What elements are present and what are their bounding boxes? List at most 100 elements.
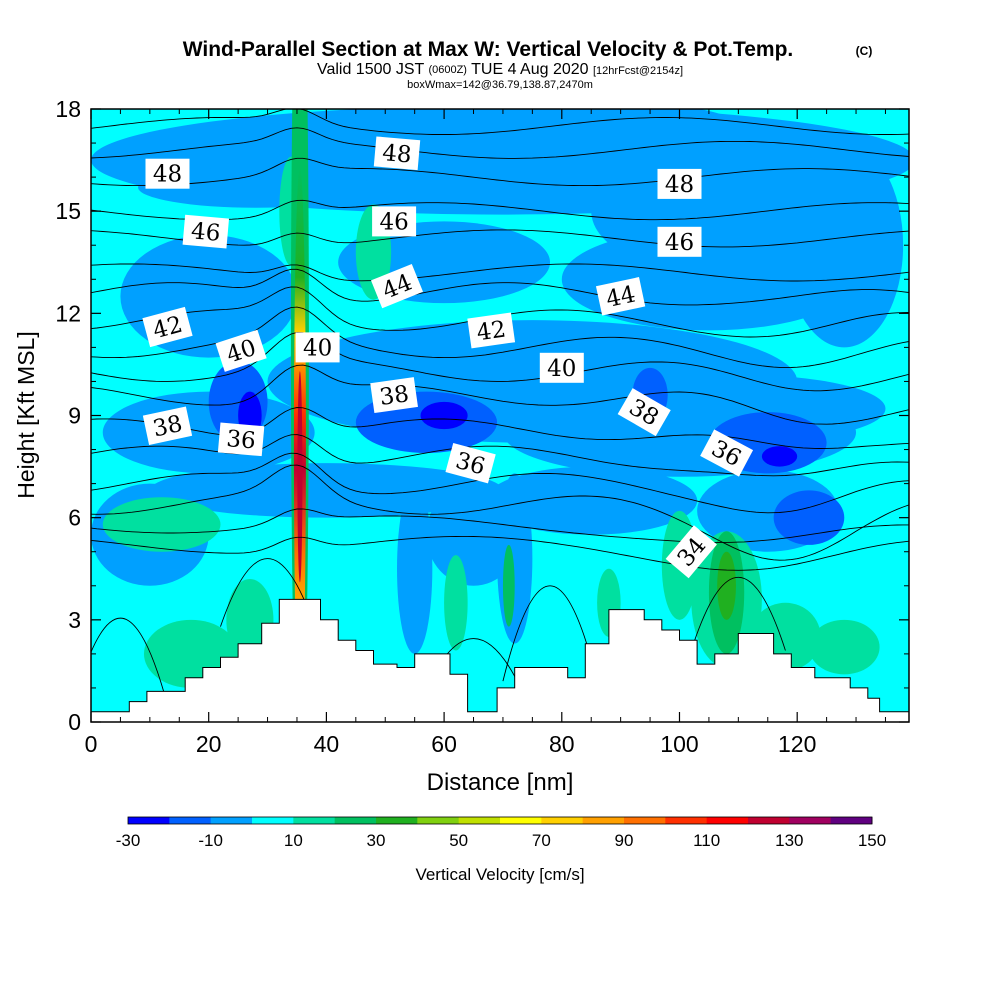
contour-label-box bbox=[665, 525, 717, 579]
y-tick-label: 9 bbox=[68, 403, 81, 429]
contour-label-box bbox=[617, 388, 671, 437]
velocity-cell bbox=[420, 401, 468, 430]
colorbar-swatch bbox=[169, 817, 212, 824]
x-tick-label: 120 bbox=[778, 731, 816, 757]
colorbar-swatch bbox=[293, 817, 336, 824]
contour-label-box bbox=[372, 206, 417, 237]
velocity-cell bbox=[502, 544, 515, 627]
contour-label-box bbox=[370, 263, 424, 309]
contour-label: 42 bbox=[467, 312, 516, 349]
colorbar-swatch bbox=[376, 817, 418, 824]
contour-label: 46 bbox=[372, 206, 417, 237]
velocity-cell bbox=[426, 483, 521, 586]
contour-label: 48 bbox=[145, 158, 190, 189]
contour-label-text: 46 bbox=[379, 209, 408, 235]
contour-label-box bbox=[595, 277, 646, 316]
colorbar-swatch bbox=[582, 817, 625, 824]
contour-label-text: 46 bbox=[190, 218, 221, 246]
y-tick-label: 0 bbox=[68, 709, 81, 735]
colorbar-swatch bbox=[252, 817, 294, 824]
velocity-cell bbox=[397, 483, 433, 654]
chart-subtitle: Valid 1500 JST (0600Z) TUE 4 Aug 2020 [1… bbox=[317, 60, 683, 78]
contour-label-box bbox=[295, 332, 340, 363]
contour-label: 40 bbox=[215, 329, 267, 372]
velocity-cell bbox=[717, 551, 736, 620]
isentrope-line bbox=[91, 617, 168, 706]
isentrope-line bbox=[91, 263, 909, 282]
colorbar-swatch bbox=[789, 817, 832, 824]
contour-label-box bbox=[370, 377, 418, 414]
x-tick-label: 80 bbox=[549, 731, 575, 757]
isentrope-line bbox=[690, 576, 786, 651]
x-tick-label: 20 bbox=[196, 731, 222, 757]
contour-label: 42 bbox=[142, 306, 193, 348]
isentrope-line bbox=[91, 508, 909, 543]
colorbar-tick-label: 50 bbox=[449, 831, 468, 850]
colorbar-swatch bbox=[417, 817, 460, 824]
colorbar-swatch bbox=[128, 817, 170, 824]
contour-label-box bbox=[657, 226, 702, 257]
updraft-max bbox=[297, 371, 303, 583]
contour-label: 46 bbox=[657, 226, 702, 257]
contour-label-box bbox=[217, 422, 265, 457]
velocity-cell bbox=[102, 497, 221, 552]
contour-label-text: 42 bbox=[475, 316, 508, 346]
isentrope-line bbox=[91, 127, 909, 159]
colorbar-swatch bbox=[748, 817, 790, 824]
box-info: boxWmax=142@36.79,138.87,2470m bbox=[407, 79, 593, 91]
colorbar-swatch bbox=[210, 817, 253, 824]
isentrope-line bbox=[91, 535, 909, 571]
potential-temperature-contours bbox=[91, 109, 909, 706]
colorbar-swatch bbox=[830, 817, 873, 824]
contour-label: 36 bbox=[217, 422, 265, 457]
isentrope-line bbox=[91, 268, 909, 306]
contour-label-text: 40 bbox=[303, 335, 332, 361]
valid-date: TUE 4 Aug 2020 bbox=[471, 61, 589, 78]
terrain bbox=[91, 598, 909, 722]
contour-label-box bbox=[373, 136, 421, 171]
contour-label-text: 38 bbox=[378, 381, 411, 411]
y-tick-label: 3 bbox=[68, 607, 81, 633]
contour-label-box bbox=[445, 443, 496, 484]
colorbar-tick-label: 90 bbox=[615, 831, 634, 850]
velocity-cell bbox=[785, 143, 904, 348]
colorbar-swatch bbox=[458, 817, 501, 824]
isentrope-line bbox=[502, 585, 598, 682]
colorbar-tick-label: 70 bbox=[532, 831, 551, 850]
colorbar: -30 -10 10 30 50 70 90 110 130 150 bbox=[116, 816, 886, 850]
contour-label: 46 bbox=[182, 214, 230, 249]
x-tick-label: 0 bbox=[85, 731, 98, 757]
colorbar-tick-label: 150 bbox=[858, 831, 886, 850]
x-axis-label: Distance [nm] bbox=[427, 769, 574, 796]
isentrope-line bbox=[91, 364, 909, 425]
contour-label-text: 38 bbox=[151, 411, 185, 443]
contour-label-text: 36 bbox=[225, 426, 256, 454]
y-axis-label: Height [Kft MSL] bbox=[13, 331, 39, 498]
colorbar-tick-label: 10 bbox=[284, 831, 303, 850]
velocity-cell bbox=[485, 466, 698, 535]
colorbar-swatch bbox=[624, 817, 666, 824]
velocity-cell bbox=[138, 166, 374, 208]
isentrope-line bbox=[91, 332, 909, 392]
x-tick-label: 100 bbox=[660, 731, 698, 757]
contour-label: 40 bbox=[539, 352, 584, 383]
isentrope-line bbox=[91, 464, 909, 561]
velocity-cell bbox=[385, 109, 739, 154]
colorbar-swatch bbox=[500, 817, 542, 824]
contour-label-box bbox=[145, 158, 190, 189]
colorbar-tick-label: -10 bbox=[198, 831, 223, 850]
forecast-info: [12hrFcst@2154z] bbox=[593, 65, 683, 77]
colorbar-tick-label: 30 bbox=[367, 831, 386, 850]
contour-label-text: 46 bbox=[665, 230, 694, 256]
colorbar-tick-label: 130 bbox=[775, 831, 803, 850]
contour-label: 44 bbox=[595, 277, 646, 316]
x-tick-label: 40 bbox=[314, 731, 340, 757]
colorbar-tick-label: 110 bbox=[693, 831, 720, 850]
contour-label-box bbox=[657, 168, 702, 199]
isentrope-line bbox=[220, 558, 316, 627]
contour-label-box bbox=[182, 214, 230, 249]
